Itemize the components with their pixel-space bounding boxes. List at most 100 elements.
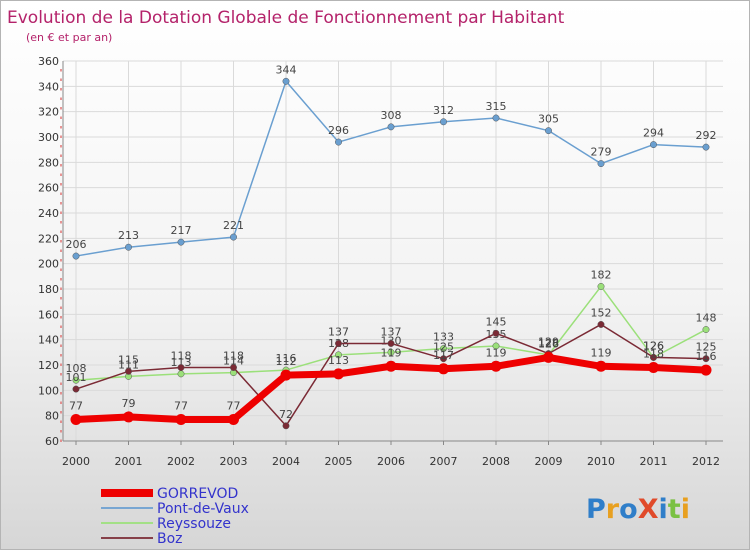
data-label-boz: 126 bbox=[643, 339, 664, 352]
data-point-gorrevod bbox=[123, 411, 134, 423]
data-point-reyssouze bbox=[387, 348, 395, 356]
y-tick-label: 340 bbox=[38, 80, 59, 93]
data-point-boz bbox=[440, 355, 447, 363]
x-tick-label: 2001 bbox=[115, 455, 143, 468]
data-point-gorrevod bbox=[595, 360, 607, 372]
data-label-gorrevod: 113 bbox=[328, 354, 349, 367]
y-tick-label: 260 bbox=[38, 182, 59, 195]
data-label-boz: 125 bbox=[433, 341, 454, 354]
data-point-pont-de-vaux bbox=[597, 160, 605, 168]
x-tick-label: 2003 bbox=[220, 455, 248, 468]
y-tick-label: 60 bbox=[45, 435, 59, 448]
data-label-pont-de-vaux: 213 bbox=[118, 229, 139, 242]
data-label-reyssouze: 128 bbox=[538, 337, 559, 350]
data-point-gorrevod bbox=[700, 364, 712, 376]
data-label-gorrevod: 77 bbox=[69, 399, 83, 412]
data-point-pont-de-vaux bbox=[650, 141, 657, 149]
y-tick-label: 320 bbox=[38, 106, 59, 119]
y-tick-label: 100 bbox=[38, 384, 59, 397]
data-label-reyssouze: 108 bbox=[66, 362, 87, 375]
data-label-reyssouze: 126 bbox=[643, 339, 664, 352]
data-label-reyssouze: 182 bbox=[591, 268, 612, 281]
data-label-pont-de-vaux: 308 bbox=[381, 109, 402, 122]
data-point-boz bbox=[702, 355, 710, 363]
data-point-boz bbox=[72, 385, 80, 393]
data-label-pont-de-vaux: 296 bbox=[328, 124, 349, 137]
y-tick-label: 300 bbox=[38, 131, 59, 144]
data-point-pont-de-vaux bbox=[125, 243, 132, 251]
data-label-gorrevod: 116 bbox=[696, 350, 717, 363]
data-label-reyssouze: 133 bbox=[433, 331, 454, 344]
data-label-gorrevod: 119 bbox=[486, 346, 507, 359]
data-label-gorrevod: 119 bbox=[591, 346, 612, 359]
data-label-boz: 125 bbox=[696, 341, 717, 354]
data-label-pont-de-vaux: 344 bbox=[276, 63, 297, 76]
data-point-reyssouze bbox=[492, 342, 500, 350]
data-point-boz bbox=[282, 422, 290, 430]
y-tick-label: 240 bbox=[38, 207, 59, 220]
data-label-pont-de-vaux: 217 bbox=[171, 224, 192, 237]
data-label-gorrevod: 77 bbox=[174, 399, 188, 412]
data-label-pont-de-vaux: 305 bbox=[538, 113, 559, 126]
series-group: 206 213 217 221 344 296 308 312 315 305 279 294 292 1… bbox=[66, 63, 717, 430]
data-label-gorrevod: 117 bbox=[433, 349, 454, 362]
y-tick-label: 360 bbox=[38, 55, 59, 68]
data-point-pont-de-vaux bbox=[230, 233, 237, 241]
data-point-gorrevod bbox=[280, 369, 292, 381]
data-label-gorrevod: 77 bbox=[227, 399, 241, 412]
data-point-gorrevod bbox=[333, 368, 344, 380]
data-point-gorrevod bbox=[175, 413, 187, 425]
data-label-gorrevod: 112 bbox=[276, 355, 297, 368]
data-point-reyssouze bbox=[597, 283, 605, 290]
y-tick-label: 200 bbox=[38, 258, 59, 271]
data-label-pont-de-vaux: 315 bbox=[486, 100, 507, 113]
series-boz: 101 115 118 118 72 137 137 125 145 129 152 126 125 bbox=[66, 306, 717, 430]
data-point-boz bbox=[230, 364, 237, 371]
data-label-boz: 129 bbox=[538, 336, 559, 349]
data-label-pont-de-vaux: 279 bbox=[591, 146, 612, 159]
data-label-pont-de-vaux: 292 bbox=[696, 129, 717, 142]
data-point-boz bbox=[597, 321, 605, 328]
y-tick-label: 220 bbox=[38, 232, 59, 245]
data-point-boz bbox=[335, 340, 342, 347]
data-point-pont-de-vaux bbox=[72, 252, 80, 260]
series-gorrevod: 77 79 77 77 112 113 119 117 119 126 119 118 116 bbox=[69, 337, 717, 425]
data-point-pont-de-vaux bbox=[335, 138, 342, 146]
data-point-boz bbox=[387, 340, 395, 347]
data-point-gorrevod bbox=[648, 362, 659, 374]
data-label-gorrevod: 79 bbox=[122, 397, 136, 410]
data-point-gorrevod bbox=[490, 360, 502, 372]
x-tick-label: 2009 bbox=[535, 455, 563, 468]
data-point-boz bbox=[650, 353, 657, 361]
data-label-pont-de-vaux: 294 bbox=[643, 127, 664, 140]
data-label-boz: 101 bbox=[66, 371, 87, 384]
x-tick-label: 2010 bbox=[587, 455, 615, 468]
data-label-reyssouze: 114 bbox=[223, 355, 244, 368]
data-label-reyssouze: 113 bbox=[171, 356, 192, 369]
y-tick-label: 140 bbox=[38, 334, 59, 347]
data-label-gorrevod: 119 bbox=[381, 346, 402, 359]
x-tick-label: 2000 bbox=[62, 455, 90, 468]
data-label-pont-de-vaux: 312 bbox=[433, 104, 454, 117]
x-tick-label: 2012 bbox=[692, 455, 720, 468]
legend-label-reyssouze: Reyssouze bbox=[157, 516, 231, 532]
data-label-boz: 72 bbox=[279, 408, 293, 421]
data-point-reyssouze bbox=[440, 345, 447, 352]
legend-label-gorrevod: GORREVOD bbox=[157, 486, 238, 502]
data-point-boz bbox=[177, 364, 185, 371]
y-tick-label: 180 bbox=[38, 283, 59, 296]
chart-subtitle: (en € et par an) bbox=[26, 31, 112, 44]
x-tick-label: 2005 bbox=[325, 455, 353, 468]
legend-label-pont-de-vaux: Pont-de-Vaux bbox=[157, 501, 249, 517]
data-point-reyssouze bbox=[177, 370, 185, 378]
data-label-boz: 137 bbox=[328, 325, 349, 338]
x-tick-label: 2007 bbox=[430, 455, 458, 468]
data-label-pont-de-vaux: 206 bbox=[66, 238, 87, 251]
data-point-gorrevod bbox=[543, 351, 554, 363]
data-point-reyssouze bbox=[702, 326, 710, 333]
x-tick-label: 2006 bbox=[377, 455, 405, 468]
data-label-reyssouze: 116 bbox=[276, 352, 297, 365]
proxiti-logo: ProXiti bbox=[586, 494, 690, 525]
